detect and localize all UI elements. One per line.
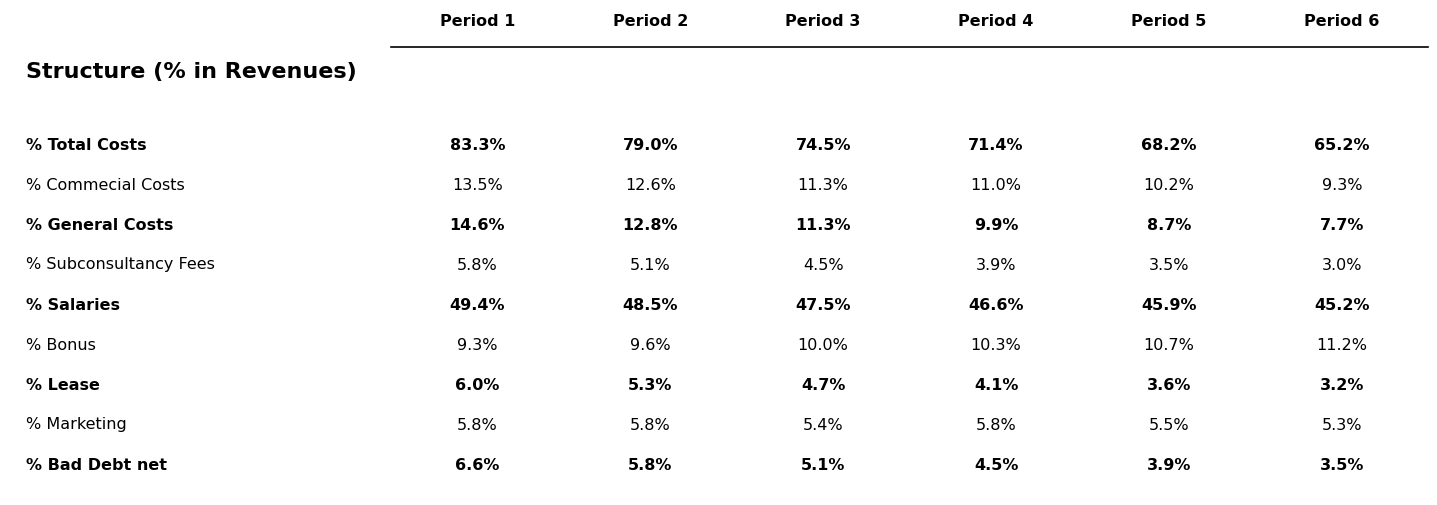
Text: 14.6%: 14.6% (450, 218, 504, 232)
Text: 3.0%: 3.0% (1322, 258, 1362, 273)
Text: 49.4%: 49.4% (450, 297, 504, 313)
Text: % Bad Debt net: % Bad Debt net (26, 458, 167, 473)
Text: 65.2%: 65.2% (1315, 137, 1369, 153)
Text: 3.9%: 3.9% (976, 258, 1016, 273)
Text: % General Costs: % General Costs (26, 218, 174, 232)
Text: 4.7%: 4.7% (800, 378, 845, 392)
Text: 47.5%: 47.5% (796, 297, 851, 313)
Text: 68.2%: 68.2% (1141, 137, 1197, 153)
Text: 74.5%: 74.5% (796, 137, 851, 153)
Text: 46.6%: 46.6% (969, 297, 1023, 313)
Text: % Salaries: % Salaries (26, 297, 119, 313)
Text: Period 3: Period 3 (786, 15, 861, 29)
Text: 11.2%: 11.2% (1316, 337, 1368, 352)
Text: 6.6%: 6.6% (456, 458, 500, 473)
Text: Structure (% in Revenues): Structure (% in Revenues) (26, 62, 356, 82)
Text: 10.0%: 10.0% (798, 337, 849, 352)
Text: 5.1%: 5.1% (800, 458, 845, 473)
Text: 5.1%: 5.1% (629, 258, 671, 273)
Text: 3.6%: 3.6% (1147, 378, 1191, 392)
Text: 5.4%: 5.4% (803, 418, 844, 432)
Text: 5.3%: 5.3% (1322, 418, 1362, 432)
Text: 9.3%: 9.3% (1322, 177, 1362, 192)
Text: 12.8%: 12.8% (622, 218, 678, 232)
Text: % Bonus: % Bonus (26, 337, 96, 352)
Text: 5.8%: 5.8% (628, 458, 673, 473)
Text: Period 2: Period 2 (612, 15, 688, 29)
Text: % Commecial Costs: % Commecial Costs (26, 177, 184, 192)
Text: 13.5%: 13.5% (453, 177, 503, 192)
Text: 4.1%: 4.1% (974, 378, 1019, 392)
Text: 83.3%: 83.3% (450, 137, 504, 153)
Text: % Total Costs: % Total Costs (26, 137, 147, 153)
Text: 5.8%: 5.8% (629, 418, 671, 432)
Text: 10.2%: 10.2% (1144, 177, 1194, 192)
Text: 45.2%: 45.2% (1315, 297, 1369, 313)
Text: % Lease: % Lease (26, 378, 99, 392)
Text: 5.5%: 5.5% (1148, 418, 1190, 432)
Text: 4.5%: 4.5% (974, 458, 1019, 473)
Text: 11.0%: 11.0% (970, 177, 1022, 192)
Text: 3.5%: 3.5% (1319, 458, 1364, 473)
Text: Period 4: Period 4 (958, 15, 1033, 29)
Text: 9.3%: 9.3% (457, 337, 497, 352)
Text: 5.3%: 5.3% (628, 378, 673, 392)
Text: 9.9%: 9.9% (974, 218, 1019, 232)
Text: 45.9%: 45.9% (1141, 297, 1197, 313)
Text: Period 5: Period 5 (1131, 15, 1207, 29)
Text: 3.2%: 3.2% (1319, 378, 1364, 392)
Text: Period 6: Period 6 (1305, 15, 1380, 29)
Text: 12.6%: 12.6% (625, 177, 675, 192)
Text: 6.0%: 6.0% (456, 378, 500, 392)
Text: 79.0%: 79.0% (622, 137, 678, 153)
Text: 3.5%: 3.5% (1148, 258, 1190, 273)
Text: % Subconsultancy Fees: % Subconsultancy Fees (26, 258, 214, 273)
Text: 9.6%: 9.6% (629, 337, 671, 352)
Text: % Marketing: % Marketing (26, 418, 126, 432)
Text: 11.3%: 11.3% (796, 218, 851, 232)
Text: 5.8%: 5.8% (457, 418, 497, 432)
Text: 8.7%: 8.7% (1147, 218, 1191, 232)
Text: 5.8%: 5.8% (976, 418, 1016, 432)
Text: 4.5%: 4.5% (803, 258, 844, 273)
Text: 3.9%: 3.9% (1147, 458, 1191, 473)
Text: Period 1: Period 1 (440, 15, 514, 29)
Text: 5.8%: 5.8% (457, 258, 497, 273)
Text: 7.7%: 7.7% (1319, 218, 1364, 232)
Text: 11.3%: 11.3% (798, 177, 849, 192)
Text: 10.3%: 10.3% (971, 337, 1022, 352)
Text: 10.7%: 10.7% (1144, 337, 1194, 352)
Text: 48.5%: 48.5% (622, 297, 678, 313)
Text: 71.4%: 71.4% (969, 137, 1023, 153)
